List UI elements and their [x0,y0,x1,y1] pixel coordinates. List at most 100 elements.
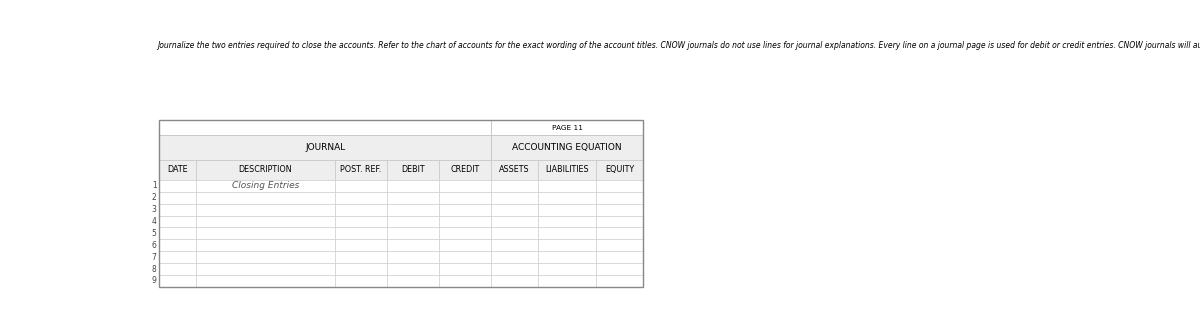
Text: ASSETS: ASSETS [499,165,530,174]
Bar [491,180,538,192]
Bar [160,251,196,263]
Text: Journalize the two entries required to close the accounts. Refer to the chart of: Journalize the two entries required to c… [157,41,1200,50]
Bar [335,192,386,204]
Bar [596,215,643,227]
Bar [160,239,196,251]
Text: 9: 9 [151,276,156,286]
Text: DATE: DATE [167,165,188,174]
Bar [491,135,643,160]
Bar [538,263,596,275]
Bar [335,204,386,215]
Bar [386,192,439,204]
Bar [386,263,439,275]
Bar [196,204,335,215]
Bar [491,204,538,215]
Bar [596,251,643,263]
Text: LIABILITIES: LIABILITIES [546,165,589,174]
Text: JOURNAL: JOURNAL [305,143,346,152]
Bar [160,204,196,215]
Bar [439,160,491,180]
Bar [196,251,335,263]
Bar [491,239,538,251]
Bar [439,227,491,239]
Bar [335,239,386,251]
Text: 1: 1 [151,181,156,190]
Bar [439,180,491,192]
Bar [160,135,491,160]
Bar [196,192,335,204]
Bar [160,263,196,275]
Text: 7: 7 [151,253,156,262]
Bar [439,204,491,215]
Bar [538,275,596,287]
Bar [160,180,196,192]
Bar [439,239,491,251]
Bar [386,160,439,180]
Text: EQUITY: EQUITY [605,165,635,174]
Bar [596,275,643,287]
Bar [196,215,335,227]
Bar [596,180,643,192]
Bar [491,120,643,135]
Bar [160,160,196,180]
Bar [160,120,491,135]
Bar [196,160,335,180]
Bar [491,251,538,263]
Bar [491,160,538,180]
Text: 3: 3 [151,205,156,214]
Text: 5: 5 [151,229,156,238]
Bar [335,275,386,287]
Text: POST. REF.: POST. REF. [341,165,382,174]
Bar [538,160,596,180]
Bar [491,263,538,275]
Text: DEBIT: DEBIT [401,165,425,174]
Bar [160,275,196,287]
Bar [386,204,439,215]
Bar [386,180,439,192]
Text: Closing Entries: Closing Entries [232,181,299,190]
Bar [439,215,491,227]
Bar [386,215,439,227]
Bar [335,180,386,192]
Text: 4: 4 [151,217,156,226]
Bar [439,251,491,263]
Bar [160,227,196,239]
Bar [386,251,439,263]
Bar [335,215,386,227]
Bar [439,275,491,287]
Text: 8: 8 [151,264,156,274]
Text: 6: 6 [151,241,156,250]
Text: DESCRIPTION: DESCRIPTION [239,165,293,174]
Bar [538,251,596,263]
Bar [386,275,439,287]
Bar [335,160,386,180]
Bar [538,192,596,204]
Bar [538,227,596,239]
Text: CREDIT: CREDIT [450,165,480,174]
Bar [196,275,335,287]
Bar [196,239,335,251]
Bar [335,263,386,275]
Bar [491,215,538,227]
Bar [596,239,643,251]
Bar [491,192,538,204]
Bar [538,204,596,215]
Bar [160,215,196,227]
Bar [439,192,491,204]
Bar [596,263,643,275]
Bar [596,160,643,180]
Bar [596,204,643,215]
Bar [335,251,386,263]
Bar [491,227,538,239]
Bar [335,227,386,239]
Bar [491,275,538,287]
Bar [596,227,643,239]
Bar [439,263,491,275]
Bar [196,263,335,275]
Bar [538,180,596,192]
Bar [596,192,643,204]
Bar [160,192,196,204]
Bar [196,180,335,192]
Text: 2: 2 [151,193,156,202]
Text: ACCOUNTING EQUATION: ACCOUNTING EQUATION [512,143,622,152]
